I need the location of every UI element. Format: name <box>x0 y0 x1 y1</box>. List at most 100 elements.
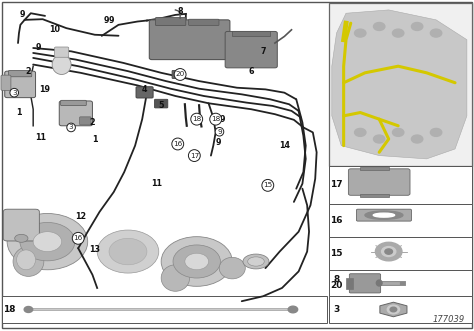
FancyBboxPatch shape <box>155 99 168 108</box>
Text: 5: 5 <box>158 101 164 111</box>
Text: 16: 16 <box>173 141 182 147</box>
Text: 6: 6 <box>248 67 254 76</box>
FancyBboxPatch shape <box>9 71 32 77</box>
FancyBboxPatch shape <box>2 2 472 328</box>
Text: 9: 9 <box>215 138 221 147</box>
Circle shape <box>396 210 410 220</box>
Text: 13: 13 <box>89 245 100 255</box>
Circle shape <box>374 135 385 143</box>
FancyBboxPatch shape <box>329 166 472 204</box>
Circle shape <box>375 242 402 261</box>
FancyBboxPatch shape <box>348 169 410 195</box>
Circle shape <box>392 128 404 136</box>
FancyBboxPatch shape <box>189 19 219 25</box>
Text: 18: 18 <box>3 305 16 314</box>
Circle shape <box>390 307 397 312</box>
Circle shape <box>411 23 423 30</box>
Ellipse shape <box>17 250 36 270</box>
FancyBboxPatch shape <box>225 31 277 68</box>
Text: 9: 9 <box>220 115 226 124</box>
Circle shape <box>24 307 33 312</box>
Ellipse shape <box>373 213 394 217</box>
Circle shape <box>7 213 88 270</box>
FancyBboxPatch shape <box>329 296 472 323</box>
Ellipse shape <box>376 280 382 286</box>
Text: 3: 3 <box>69 124 73 130</box>
Circle shape <box>109 238 147 265</box>
Text: 1: 1 <box>16 108 22 117</box>
FancyBboxPatch shape <box>172 71 184 78</box>
Polygon shape <box>332 10 467 159</box>
FancyBboxPatch shape <box>149 20 230 60</box>
Ellipse shape <box>365 211 403 219</box>
FancyBboxPatch shape <box>80 117 91 125</box>
Circle shape <box>382 247 396 257</box>
Text: 9: 9 <box>109 16 114 25</box>
Ellipse shape <box>52 55 71 74</box>
Ellipse shape <box>247 257 264 266</box>
Text: 15: 15 <box>263 182 273 188</box>
FancyBboxPatch shape <box>329 204 472 237</box>
Circle shape <box>358 210 372 220</box>
Circle shape <box>411 135 423 143</box>
FancyBboxPatch shape <box>2 296 327 323</box>
FancyBboxPatch shape <box>232 31 270 36</box>
Circle shape <box>355 128 366 136</box>
Text: 17: 17 <box>330 180 343 189</box>
Text: 3: 3 <box>333 305 340 314</box>
Circle shape <box>430 29 442 37</box>
Text: 19: 19 <box>39 85 51 94</box>
Text: 18: 18 <box>211 116 220 122</box>
Ellipse shape <box>13 247 44 276</box>
Text: 18: 18 <box>192 116 201 122</box>
Text: 2: 2 <box>90 118 95 127</box>
Text: 9: 9 <box>217 129 222 135</box>
FancyBboxPatch shape <box>329 237 472 270</box>
FancyBboxPatch shape <box>360 194 389 197</box>
Text: 10: 10 <box>49 25 60 34</box>
Text: 16: 16 <box>330 215 343 225</box>
Circle shape <box>161 237 232 286</box>
Circle shape <box>97 230 159 273</box>
FancyBboxPatch shape <box>346 278 353 289</box>
Text: 1: 1 <box>92 134 98 144</box>
Text: 9: 9 <box>20 10 26 20</box>
FancyBboxPatch shape <box>61 100 86 106</box>
Circle shape <box>20 222 75 261</box>
Text: 15: 15 <box>330 249 343 258</box>
FancyBboxPatch shape <box>1 75 11 90</box>
Ellipse shape <box>219 258 246 279</box>
Text: 4: 4 <box>142 85 147 94</box>
FancyBboxPatch shape <box>155 18 186 25</box>
Circle shape <box>430 128 442 136</box>
Ellipse shape <box>161 265 190 291</box>
Circle shape <box>387 305 400 314</box>
Text: 11: 11 <box>151 179 162 188</box>
FancyBboxPatch shape <box>356 209 411 221</box>
Circle shape <box>377 210 391 220</box>
Polygon shape <box>380 302 407 317</box>
Text: 2: 2 <box>26 67 31 76</box>
FancyBboxPatch shape <box>5 71 36 98</box>
FancyBboxPatch shape <box>59 101 92 126</box>
FancyBboxPatch shape <box>329 270 472 296</box>
FancyBboxPatch shape <box>55 47 69 57</box>
FancyBboxPatch shape <box>349 274 381 293</box>
Text: 8: 8 <box>177 7 183 16</box>
Circle shape <box>173 245 220 278</box>
FancyBboxPatch shape <box>136 87 153 98</box>
Circle shape <box>355 29 366 37</box>
Text: 17: 17 <box>190 153 199 159</box>
Text: 9: 9 <box>104 16 109 25</box>
Circle shape <box>392 29 404 37</box>
Text: 20: 20 <box>330 281 343 290</box>
Text: 20: 20 <box>175 71 185 77</box>
FancyBboxPatch shape <box>329 3 472 166</box>
Text: 177039: 177039 <box>432 315 465 324</box>
Circle shape <box>185 253 209 270</box>
Text: 7: 7 <box>260 47 266 56</box>
Text: 14: 14 <box>279 141 290 150</box>
Text: 9: 9 <box>35 43 41 53</box>
Circle shape <box>33 232 62 252</box>
Circle shape <box>385 249 392 254</box>
